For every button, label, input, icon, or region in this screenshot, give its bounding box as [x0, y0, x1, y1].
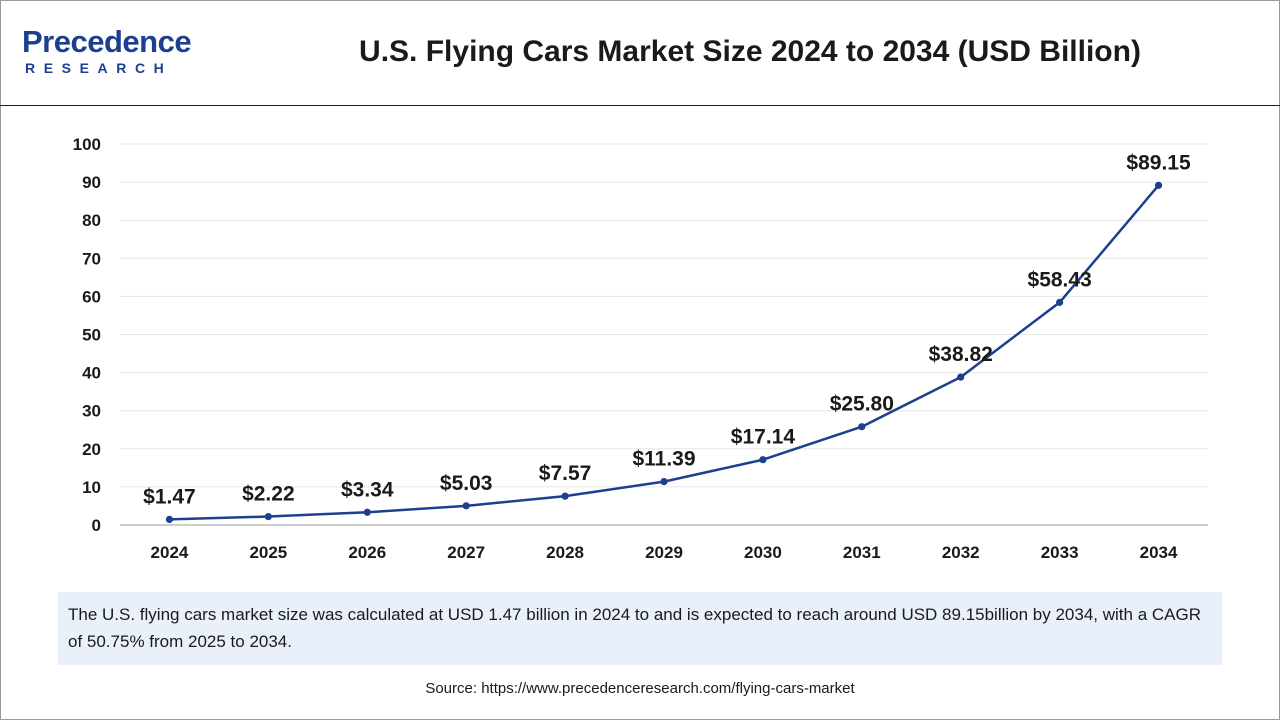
- x-tick-label: 2028: [546, 543, 584, 562]
- data-point: [363, 508, 371, 516]
- y-tick-label: 50: [82, 326, 101, 345]
- data-label: $5.03: [440, 472, 493, 495]
- summary-caption: The U.S. flying cars market size was cal…: [58, 592, 1222, 665]
- gridlines: [120, 143, 1208, 488]
- logo-wordmark: Precedence: [22, 24, 192, 59]
- y-tick-label: 90: [82, 173, 101, 192]
- data-point: [165, 515, 174, 523]
- y-tick-label: 80: [82, 211, 101, 230]
- source-line: Source: https://www.precedenceresearch.c…: [0, 680, 1280, 697]
- data-point: [1056, 298, 1064, 306]
- y-tick-label: 20: [82, 440, 101, 459]
- data-point: [660, 478, 668, 486]
- data-label: $17.14: [731, 426, 796, 449]
- data-label: $38.82: [929, 343, 993, 366]
- x-tick-label: 2024: [151, 543, 189, 562]
- data-label: $11.39: [632, 448, 695, 471]
- data-label: $25.80: [830, 393, 894, 416]
- page-title: U.S. Flying Cars Market Size 2024 to 203…: [359, 35, 1141, 68]
- x-tick-label: 2030: [744, 543, 782, 562]
- y-tick-label: 0: [92, 516, 101, 535]
- x-tick-label: 2034: [1140, 543, 1178, 562]
- data-label: $1.47: [143, 485, 196, 508]
- logo-subtitle: RESEARCH: [25, 60, 173, 76]
- data-point: [957, 373, 965, 381]
- x-tick-label: 2025: [249, 543, 287, 562]
- data-point: [858, 423, 866, 431]
- x-tick-label: 2027: [447, 543, 485, 562]
- data-label: $89.15: [1126, 151, 1191, 174]
- y-tick-label: 10: [82, 478, 101, 497]
- data-label: $2.22: [242, 483, 295, 506]
- data-point: [1154, 181, 1163, 189]
- source-text: Source: https://www.precedenceresearch.c…: [425, 680, 855, 697]
- data-labels: $1.47 $2.22 $3.34 $5.03 $7.57 $11.39 $17.14 $25…: [143, 151, 1191, 508]
- y-tick-label: 40: [82, 364, 101, 383]
- data-point: [561, 492, 569, 500]
- data-point: [462, 502, 470, 510]
- y-tick-label: 100: [73, 135, 101, 154]
- data-label: $3.34: [341, 478, 394, 501]
- x-tick-label: 2029: [645, 543, 683, 562]
- x-tick-label: 2026: [348, 543, 386, 562]
- x-tick-label: 2032: [942, 543, 980, 562]
- data-label: $7.57: [539, 462, 592, 485]
- data-points: [165, 181, 1163, 523]
- x-tick-label: 2031: [843, 543, 881, 562]
- y-tick-label: 70: [82, 249, 101, 268]
- summary-text: The U.S. flying cars market size was cal…: [68, 605, 1201, 651]
- data-label: $58.43: [1028, 268, 1092, 291]
- data-point: [759, 456, 767, 464]
- data-point: [264, 512, 272, 521]
- y-tick-label: 30: [82, 402, 101, 421]
- y-tick-label: 60: [82, 287, 101, 306]
- header: Precedence RESEARCH U.S. Flying Cars Mar…: [0, 0, 1280, 106]
- brand-logo: Precedence RESEARCH: [22, 24, 222, 84]
- x-tick-label: 2033: [1041, 543, 1079, 562]
